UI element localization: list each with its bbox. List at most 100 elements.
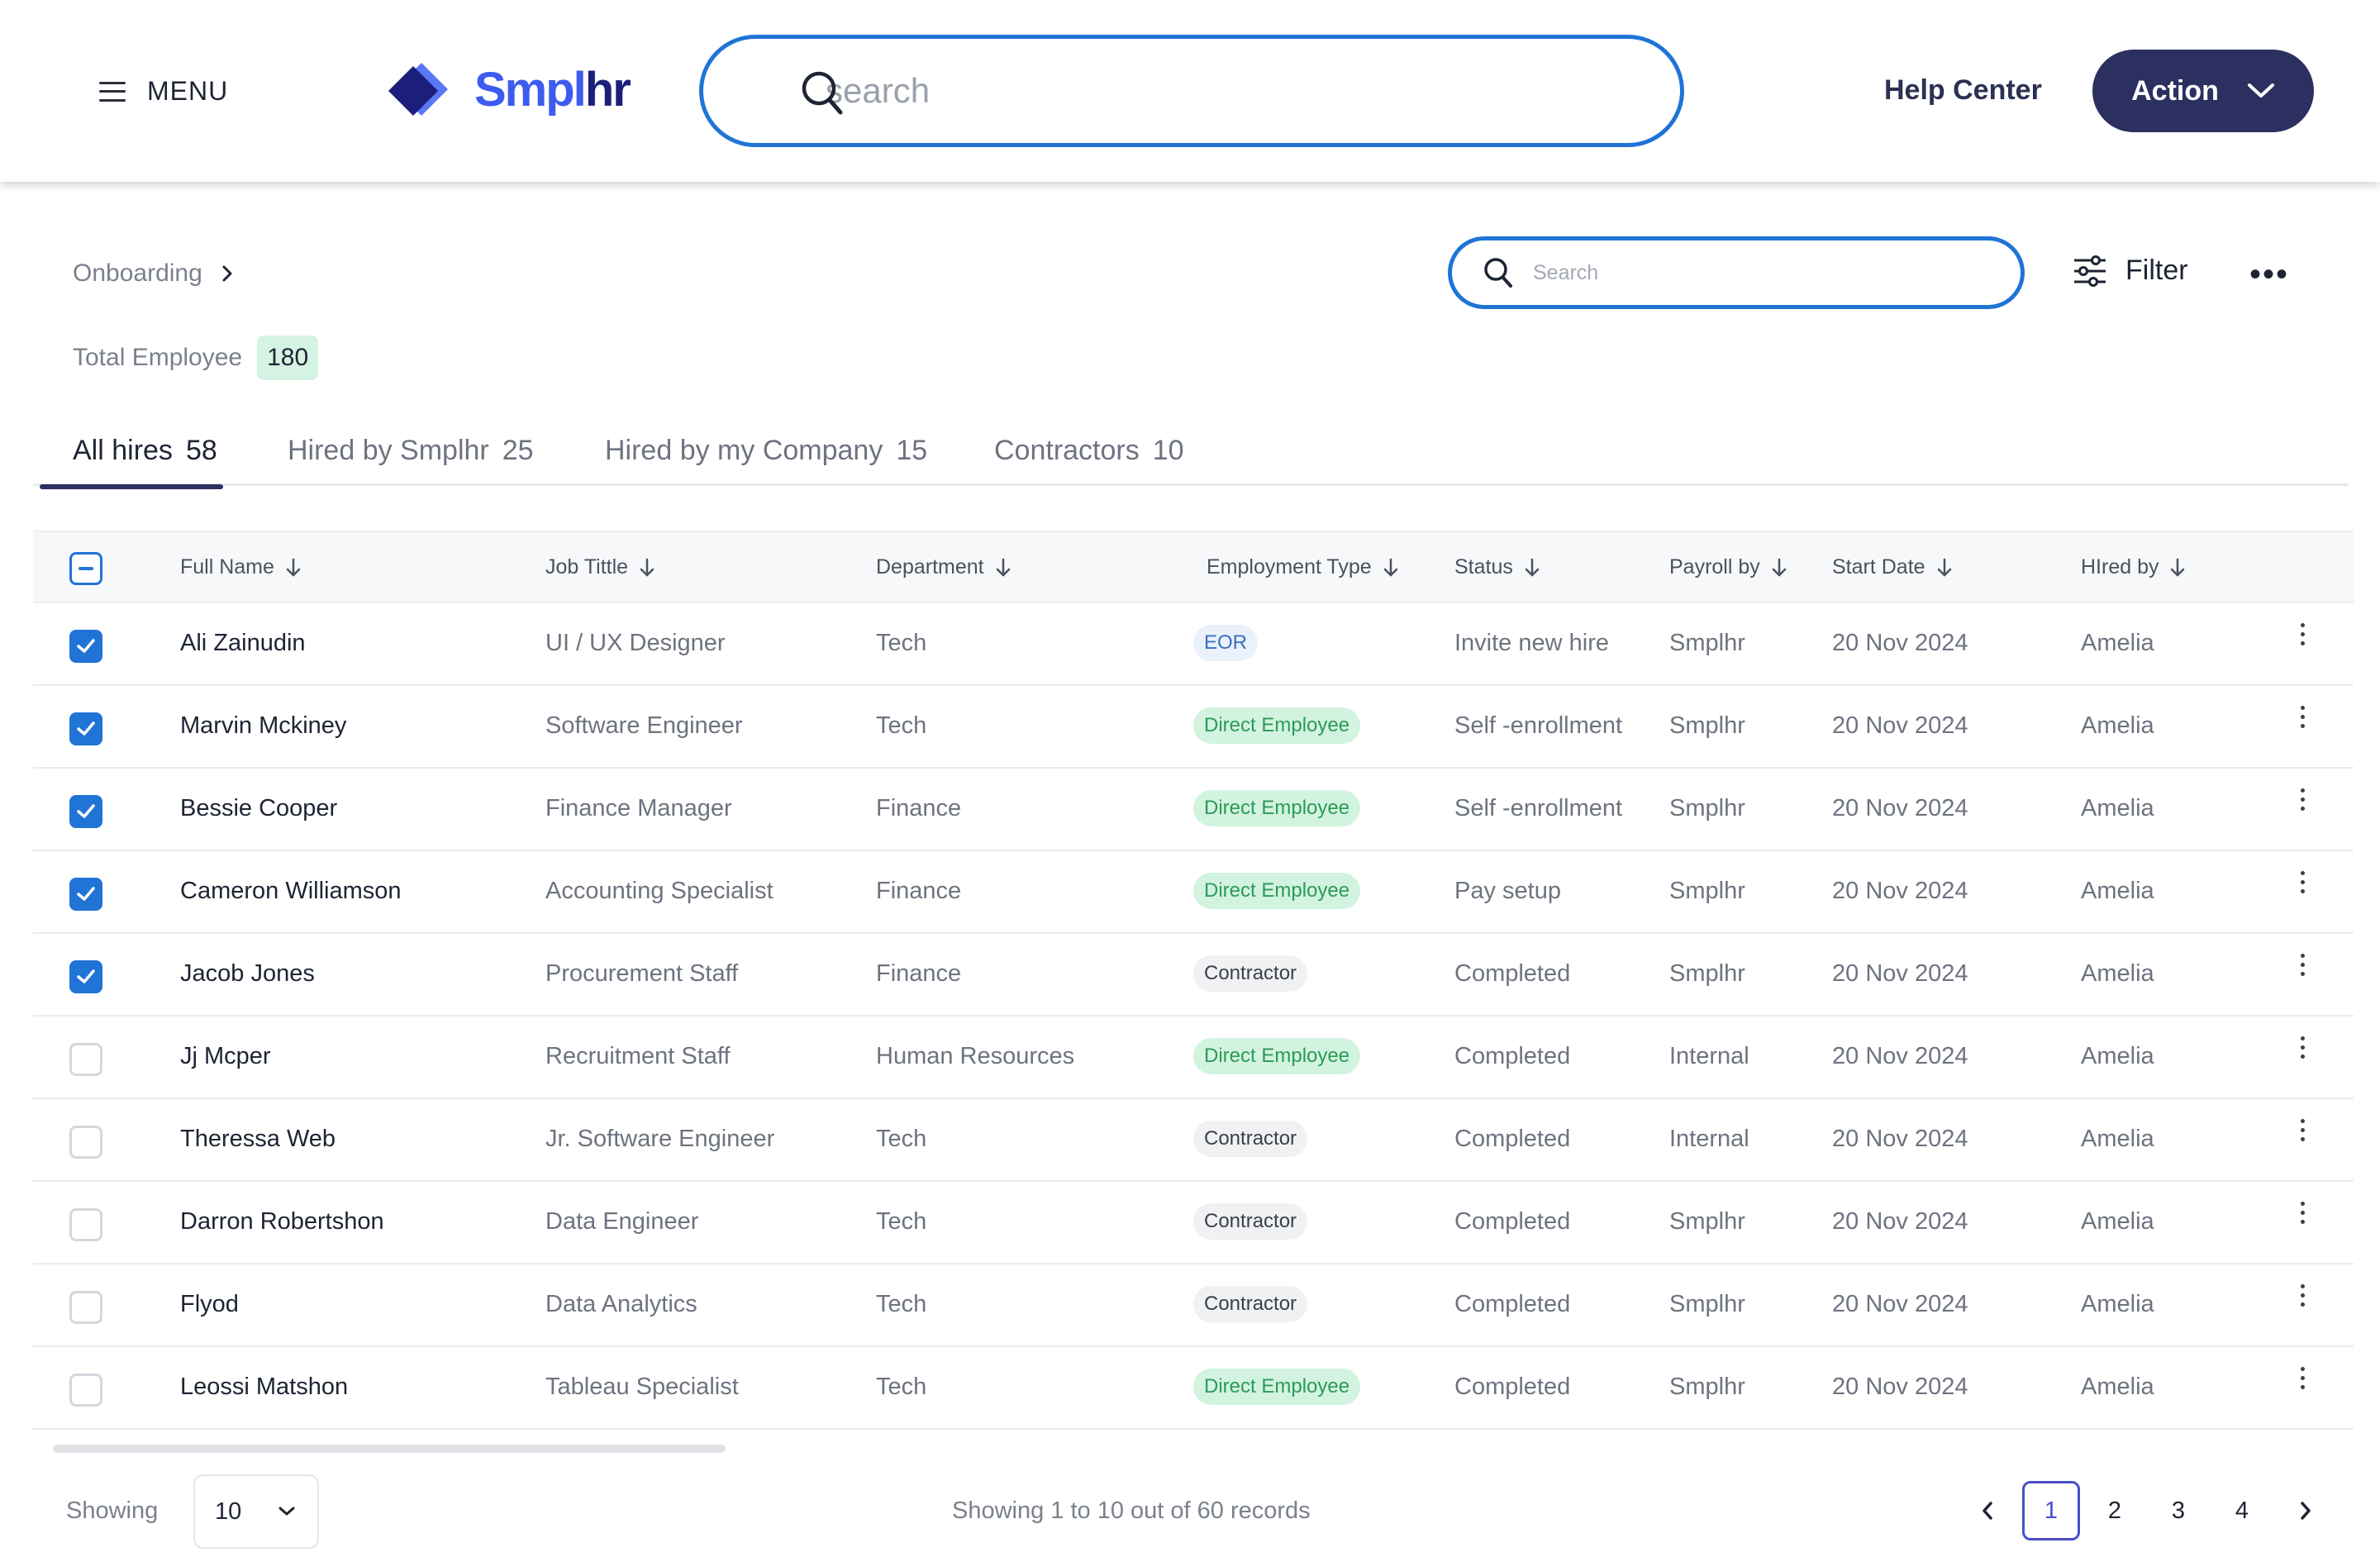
row-checkbox[interactable] [69, 1126, 102, 1159]
row-checkbox[interactable] [69, 1291, 102, 1324]
payroll-by-cell: Smplhr [1669, 712, 1745, 739]
col-start-date-header[interactable]: Start Date [1832, 555, 1952, 579]
table-row[interactable]: Flyod Data Analytics Tech Contractor Complet… [33, 1264, 2354, 1347]
page-size-select[interactable]: 10 [193, 1474, 319, 1549]
more-vertical-icon[interactable] [2294, 1367, 2311, 1389]
col-job-title-header[interactable]: Job Tittle [545, 555, 654, 579]
tab-contractors[interactable]: Contractors 10 [994, 435, 1184, 466]
col-payroll-by-header[interactable]: Payroll by [1669, 555, 1787, 579]
action-button[interactable]: Action [2092, 50, 2314, 132]
more-vertical-icon[interactable] [2294, 954, 2311, 976]
chevron-right-icon [2301, 1502, 2311, 1520]
logo-text-a: Smpl [474, 62, 587, 117]
tab-hired-by-smplhr[interactable]: Hired by Smplhr 25 [288, 435, 534, 466]
job-title-cell: Jr. Software Engineer [545, 1126, 775, 1152]
payroll-by-cell: Smplhr [1669, 630, 1745, 656]
full-name-cell: Ali Zainudin [180, 630, 306, 656]
start-date-cell: 20 Nov 2024 [1832, 1374, 1968, 1400]
table-row[interactable]: Darron Robertshon Data Engineer Tech Contra… [33, 1182, 2354, 1264]
hired-by-cell: Amelia [2081, 1126, 2154, 1152]
tab-all-hires[interactable]: All hires 58 [73, 435, 217, 466]
action-label: Action [2131, 74, 2219, 107]
chevron-right-icon [222, 265, 232, 282]
more-vertical-icon[interactable] [2294, 1119, 2311, 1141]
start-date-cell: 20 Nov 2024 [1832, 1043, 1968, 1069]
more-vertical-icon[interactable] [2294, 706, 2311, 728]
department-cell: Finance [876, 795, 962, 821]
table-search-input[interactable] [1533, 260, 1996, 285]
hired-by-cell: Amelia [2081, 878, 2154, 904]
more-vertical-icon[interactable] [2294, 1036, 2311, 1059]
breadcrumb-onboarding[interactable]: Onboarding [73, 260, 202, 287]
check-icon [77, 639, 95, 653]
column-label: Payroll by [1669, 555, 1760, 579]
col-full-name-header[interactable]: Full Name [180, 555, 301, 579]
col-status-header[interactable]: Status [1454, 555, 1540, 579]
column-label: Employment Type [1207, 555, 1372, 579]
menu-button[interactable]: MENU [99, 76, 228, 107]
row-checkbox[interactable] [69, 1208, 102, 1241]
row-checkbox[interactable] [69, 795, 102, 828]
next-page-button[interactable] [2277, 1481, 2335, 1540]
logo[interactable]: Smplhr [388, 60, 631, 119]
page-2-button[interactable]: 2 [2107, 1497, 2122, 1524]
column-label: Start Date [1832, 555, 1925, 579]
table-row[interactable]: Jj Mcper Recruitment Staff Human Resources… [33, 1017, 2354, 1099]
filter-button[interactable]: Filter [2073, 255, 2188, 287]
employment-type-badge: Contractor [1193, 955, 1308, 992]
full-name-cell: Jacob Jones [180, 960, 315, 987]
breadcrumb[interactable]: Onboarding [73, 260, 234, 288]
start-date-cell: 20 Nov 2024 [1832, 630, 1968, 656]
horizontal-scrollbar[interactable] [53, 1445, 726, 1453]
table-search[interactable] [1448, 236, 2025, 309]
job-title-cell: Finance Manager [545, 795, 732, 821]
table-row[interactable]: Jacob Jones Procurement Staff Finance Contr… [33, 934, 2354, 1017]
employment-type-badge: EOR [1193, 625, 1259, 661]
row-checkbox[interactable] [69, 630, 102, 663]
more-vertical-icon[interactable] [2294, 1284, 2311, 1307]
global-search-input[interactable] [826, 71, 1569, 111]
select-all-checkbox[interactable] [69, 552, 102, 585]
department-cell: Tech [876, 1126, 927, 1152]
department-cell: Tech [876, 1374, 927, 1400]
col-department-header[interactable]: Department [876, 555, 1011, 579]
hired-by-cell: Amelia [2081, 630, 2154, 656]
table-row[interactable]: Cameron Williamson Accounting Specialist F… [33, 851, 2354, 934]
page-1-button[interactable]: 1 [2022, 1481, 2080, 1540]
page-4-button[interactable]: 4 [2235, 1497, 2249, 1524]
prev-page-button[interactable] [1959, 1481, 2016, 1540]
table-row[interactable]: Ali Zainudin UI / UX Designer Tech EOR Invit… [33, 603, 2354, 686]
logo-mark-icon [388, 63, 448, 116]
start-date-cell: 20 Nov 2024 [1832, 1208, 1968, 1235]
arrow-down-icon [1937, 558, 1951, 576]
chevron-down-icon [278, 1507, 295, 1516]
table-row[interactable]: Bessie Cooper Finance Manager Finance Direc… [33, 769, 2354, 851]
more-vertical-icon[interactable] [2294, 788, 2311, 811]
job-title-cell: Accounting Specialist [545, 878, 774, 904]
col-employment-type-header[interactable]: Employment Type [1207, 555, 1398, 579]
col-hired-by-header[interactable]: HIred by [2081, 555, 2185, 579]
table-row[interactable]: Theressa Web Jr. Software Engineer Tech Con… [33, 1099, 2354, 1182]
status-cell: Completed [1454, 1043, 1571, 1069]
more-vertical-icon[interactable] [2294, 1202, 2311, 1224]
help-center-link[interactable]: Help Center [1884, 74, 2042, 106]
tab-hired-by-my-company[interactable]: Hired by my Company 15 [605, 435, 928, 466]
more-vertical-icon[interactable] [2294, 623, 2311, 645]
row-checkbox[interactable] [69, 1374, 102, 1407]
page-3-button[interactable]: 3 [2171, 1497, 2186, 1524]
row-checkbox[interactable] [69, 960, 102, 993]
table-row[interactable]: Leossi Matshon Tableau Specialist Tech Dire… [33, 1347, 2354, 1430]
global-search[interactable] [699, 35, 1684, 147]
full-name-cell: Leossi Matshon [180, 1374, 349, 1400]
table-row[interactable]: Marvin Mckiney Software Engineer Tech Direc… [33, 686, 2354, 769]
more-vertical-icon[interactable] [2294, 871, 2311, 893]
status-cell: Completed [1454, 1374, 1571, 1400]
row-checkbox[interactable] [69, 878, 102, 911]
more-horizontal-icon[interactable]: ••• [2249, 256, 2290, 293]
showing-label: Showing [66, 1497, 159, 1524]
active-tab-indicator [40, 484, 223, 489]
row-checkbox[interactable] [69, 712, 102, 745]
department-cell: Tech [876, 630, 927, 656]
row-checkbox[interactable] [69, 1043, 102, 1076]
